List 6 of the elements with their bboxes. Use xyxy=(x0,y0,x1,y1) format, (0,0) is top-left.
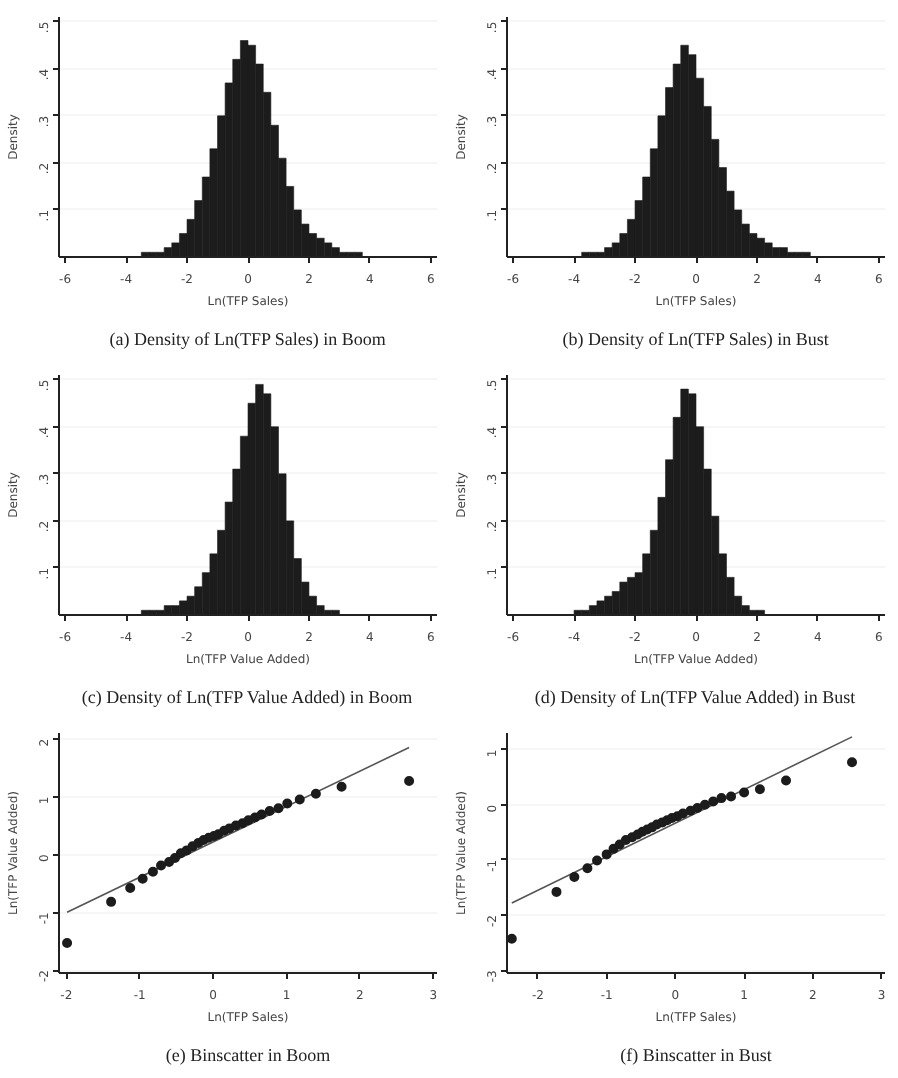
text: (e) Binscatter in Boom xyxy=(165,1045,331,1065)
text: (d) Density of Ln(TFP Value Added) in Bust xyxy=(534,687,857,707)
text: (f) Binscatter in Bust xyxy=(620,1045,773,1065)
text: (a) Density of Ln(TFP Sales) in Boom xyxy=(109,329,386,349)
text: (b) Density of Ln(TFP Sales) in Bust xyxy=(562,329,830,349)
text: (c) Density of Ln(TFP Value Added) in Boom xyxy=(81,687,413,707)
